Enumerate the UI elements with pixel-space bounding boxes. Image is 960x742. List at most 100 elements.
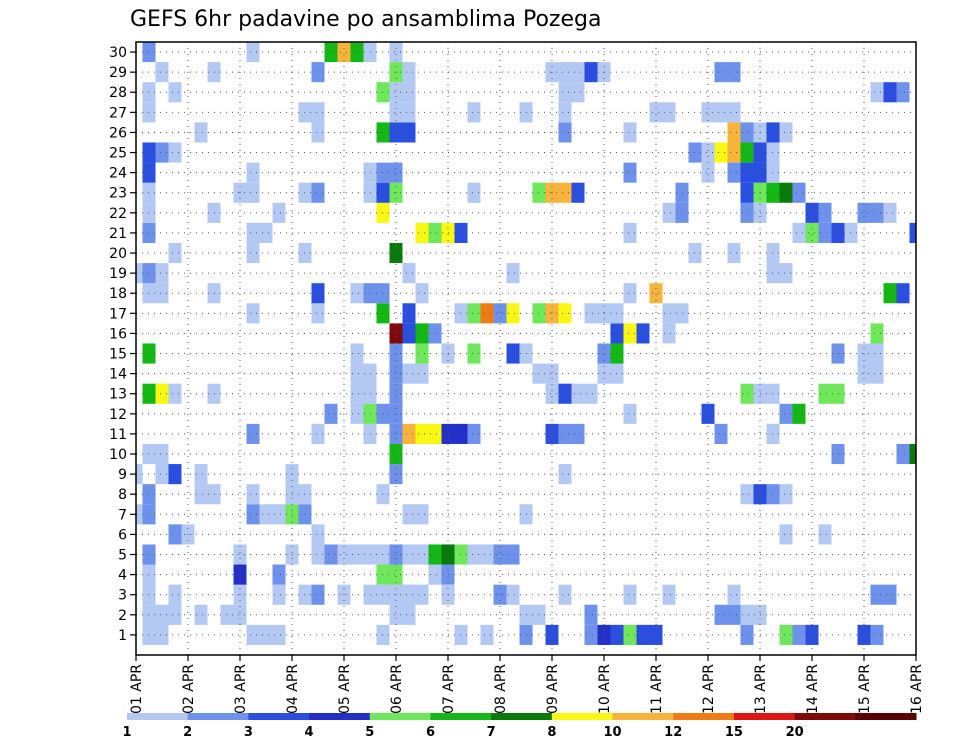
y-tick-label: 6 <box>118 527 127 543</box>
heatmap-cell <box>233 544 247 565</box>
y-tick-label: 4 <box>118 568 127 584</box>
heatmap-cell <box>857 343 871 364</box>
heatmap-cell <box>779 624 793 645</box>
heatmap-cell <box>571 423 585 444</box>
heatmap-cell <box>168 383 182 404</box>
y-tick-label: 10 <box>109 447 127 463</box>
heatmap-cell <box>350 42 364 63</box>
heatmap-cell <box>792 182 806 203</box>
heatmap-cell <box>558 303 572 324</box>
heatmap-cell <box>636 624 650 645</box>
heatmap-cell <box>389 242 403 264</box>
heatmap-cell <box>558 584 572 605</box>
heatmap-cell <box>311 544 325 565</box>
heatmap-cell <box>623 162 637 183</box>
heatmap-cell <box>558 122 572 143</box>
x-tick-label: 14 APR <box>805 664 821 714</box>
heatmap-cell <box>740 604 754 625</box>
heatmap-cell <box>701 403 715 424</box>
heatmap-cell <box>194 604 208 625</box>
heatmap-cell <box>389 82 403 103</box>
heatmap-cell <box>623 624 637 645</box>
heatmap-cell <box>233 604 247 625</box>
heatmap-cell <box>649 624 663 645</box>
y-tick-label: 20 <box>109 246 127 262</box>
y-tick-label: 9 <box>118 467 127 483</box>
heatmap-cell <box>545 383 559 404</box>
heatmap-cell <box>493 544 507 565</box>
heatmap-cell <box>389 162 403 183</box>
colorbar-swatch <box>248 713 310 720</box>
y-tick-label: 25 <box>109 146 127 162</box>
x-tick-label: 07 APR <box>441 664 457 714</box>
heatmap-cell <box>402 584 416 605</box>
x-tick-label: 12 APR <box>701 664 717 714</box>
heatmap-cell <box>779 182 793 203</box>
heatmap-cell <box>259 624 273 645</box>
heatmap-cell <box>857 363 871 384</box>
y-tick-label: 27 <box>109 105 127 121</box>
heatmap-cell <box>246 42 260 63</box>
heatmap-cell <box>584 303 598 324</box>
heatmap-cell <box>415 343 429 364</box>
heatmap-cell <box>818 383 832 404</box>
heatmap-cell <box>415 222 429 243</box>
heatmap-cell <box>792 403 806 424</box>
heatmap-cell <box>402 62 416 83</box>
heatmap-cell <box>623 323 637 344</box>
y-tick-label: 2 <box>118 608 127 624</box>
heatmap-cell <box>350 544 364 565</box>
x-tick-label: 03 APR <box>233 664 249 714</box>
heatmap-cell <box>714 62 728 83</box>
x-tick-label: 08 APR <box>493 664 509 714</box>
heatmap-cell <box>467 343 481 364</box>
heatmap-cell <box>662 202 676 223</box>
heatmap-cell <box>155 62 169 83</box>
heatmap-cell <box>272 584 286 605</box>
y-tick-label: 30 <box>109 45 127 61</box>
y-tick-label: 16 <box>109 326 127 342</box>
heatmap-cell <box>701 162 715 183</box>
y-tick-label: 22 <box>109 206 127 222</box>
heatmap-cell <box>584 624 598 645</box>
heatmap-cell <box>402 363 416 384</box>
heatmap-cell <box>727 62 741 83</box>
heatmap-cell <box>415 584 429 605</box>
heatmap-cell <box>350 363 364 384</box>
y-tick-label: 11 <box>109 427 127 443</box>
x-tick-label: 15 APR <box>857 664 873 714</box>
heatmap-cell <box>584 604 598 625</box>
heatmap-cell <box>402 423 416 444</box>
heatmap-cell <box>883 584 897 605</box>
heatmap-cell <box>168 242 182 264</box>
heatmap-cell <box>545 303 559 324</box>
heatmap-cell <box>870 363 884 384</box>
heatmap-cell <box>311 303 325 324</box>
heatmap-cell <box>623 403 637 424</box>
heatmap-cell <box>571 62 585 83</box>
heatmap-cell <box>714 423 728 444</box>
heatmap-cell <box>870 82 884 103</box>
heatmap-cell <box>779 403 793 424</box>
heatmap-cell <box>727 584 741 605</box>
y-tick-label: 13 <box>109 387 127 403</box>
heatmap-cell <box>506 544 520 565</box>
heatmap-cell <box>311 102 325 123</box>
heatmap-cell <box>389 343 403 364</box>
y-tick-label: 15 <box>109 347 127 363</box>
heatmap-cell <box>896 82 910 103</box>
heatmap-cell <box>233 564 247 585</box>
heatmap-cell <box>428 323 442 344</box>
heatmap-cell <box>415 283 429 304</box>
heatmap-cell <box>324 544 338 565</box>
heatmap-cell <box>402 323 416 344</box>
colorbar-swatch <box>127 713 189 720</box>
heatmap-cell <box>428 423 442 444</box>
heatmap-cell <box>402 122 416 143</box>
heatmap-cell <box>506 343 520 364</box>
heatmap-cell <box>792 222 806 243</box>
heatmap-cell <box>155 263 169 284</box>
colorbar-swatch <box>430 713 492 720</box>
heatmap-cell <box>311 524 325 545</box>
